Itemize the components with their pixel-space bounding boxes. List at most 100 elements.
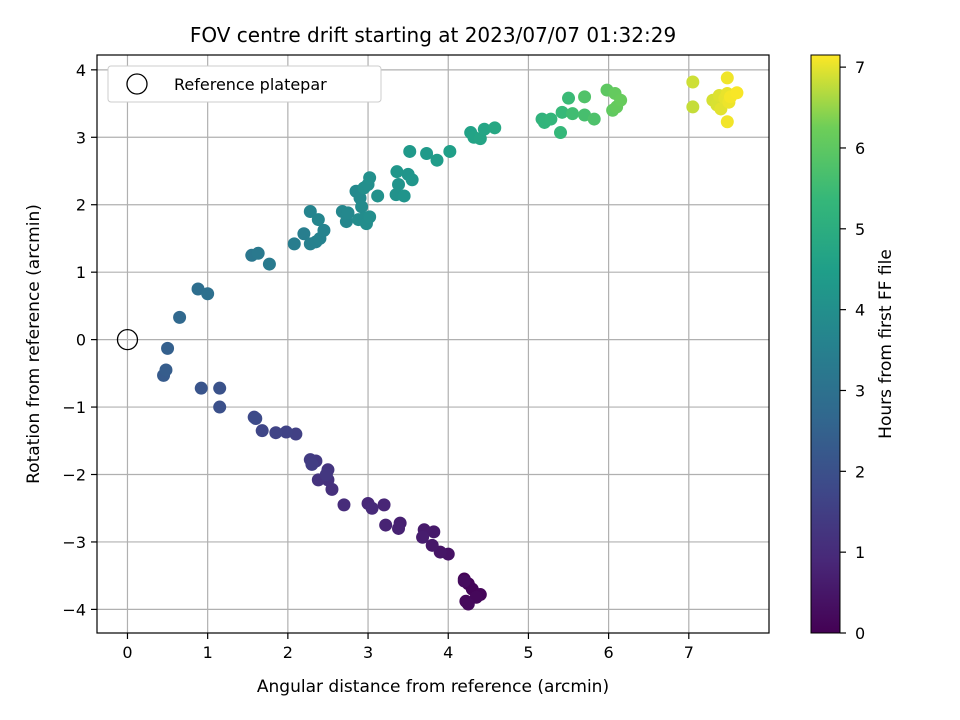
colorbar-tick-label: 5	[855, 220, 865, 239]
data-point	[392, 177, 406, 191]
data-point	[363, 210, 377, 224]
data-point	[287, 237, 301, 251]
data-point	[311, 213, 325, 227]
data-point	[297, 227, 311, 241]
data-point	[173, 310, 187, 324]
data-point	[443, 144, 457, 158]
reference-marker-group	[116, 328, 139, 351]
data-point	[392, 521, 406, 535]
data-point	[461, 597, 475, 611]
data-point	[554, 126, 568, 140]
data-point	[544, 112, 558, 126]
data-point	[371, 189, 385, 203]
data-point	[488, 121, 502, 135]
data-point	[420, 146, 434, 160]
data-point	[161, 341, 175, 355]
x-tick-label: 1	[203, 643, 213, 662]
legend-reference-marker	[126, 73, 148, 95]
data-point	[566, 107, 580, 121]
colorbar-tick-label: 2	[855, 462, 865, 481]
colorbar: 0 1 2 3 4 5 6 7 Hours from first FF file	[810, 54, 896, 643]
colorbar-tick-label: 6	[855, 139, 865, 158]
data-point	[255, 424, 269, 438]
grid-lines	[97, 55, 769, 633]
data-point	[430, 153, 444, 167]
data-point	[562, 91, 576, 105]
colorbar-tick-label: 3	[855, 381, 865, 400]
colorbar-tick-label: 7	[855, 58, 865, 77]
data-point	[390, 165, 404, 179]
data-point	[305, 457, 319, 471]
y-tick-label: 2	[76, 196, 86, 215]
data-point	[251, 246, 265, 260]
data-point	[319, 468, 333, 482]
data-point	[720, 71, 734, 85]
data-point	[555, 105, 569, 119]
data-point	[363, 171, 377, 185]
data-point	[614, 93, 628, 107]
colorbar-tick-label: 0	[855, 624, 865, 643]
chart-title: FOV centre drift starting at 2023/07/07 …	[190, 23, 676, 47]
y-tick-label: −1	[62, 398, 86, 417]
x-tick-label: 2	[283, 643, 293, 662]
y-axis-ticks: 4 3 2 1 0 −1 −2 −3 −4	[62, 61, 97, 619]
x-tick-label: 5	[523, 643, 533, 662]
data-point	[317, 223, 331, 237]
y-tick-label: −2	[62, 466, 86, 485]
data-point	[279, 425, 293, 439]
data-point	[194, 381, 208, 395]
y-axis-label: Rotation from reference (arcmin)	[24, 204, 44, 484]
data-point	[425, 538, 439, 552]
data-point	[303, 204, 317, 218]
data-point	[686, 100, 700, 114]
plot-frame	[96, 54, 770, 634]
data-point	[377, 498, 391, 512]
y-tick-label: 0	[76, 331, 86, 350]
data-point	[213, 381, 227, 395]
x-tick-label: 4	[443, 643, 453, 662]
colorbar-gradient	[810, 54, 841, 634]
colorbar-tick-label: 4	[855, 301, 865, 320]
data-point	[269, 426, 283, 440]
data-point	[686, 75, 700, 89]
data-point	[578, 90, 592, 104]
y-tick-label: 1	[76, 263, 86, 282]
x-tick-label: 6	[604, 643, 614, 662]
data-point	[457, 574, 471, 588]
data-point	[720, 115, 734, 129]
legend-entry-reference: Reference platepar	[174, 75, 327, 94]
x-tick-label: 7	[684, 643, 694, 662]
y-tick-label: 3	[76, 128, 86, 147]
data-point	[365, 501, 379, 515]
reference-marker	[116, 328, 139, 351]
data-point	[405, 173, 419, 187]
data-point	[730, 86, 744, 100]
data-point	[213, 400, 227, 414]
y-tick-label: −4	[62, 600, 86, 619]
x-axis-label: Angular distance from reference (arcmin)	[257, 677, 609, 697]
data-point	[587, 112, 601, 126]
data-point	[416, 530, 430, 544]
data-point	[191, 282, 205, 296]
x-axis-ticks: 0 1 2 3 4 5 6 7	[122, 633, 694, 662]
legend-box	[107, 65, 382, 103]
data-point	[397, 189, 411, 203]
x-tick-label: 0	[122, 643, 132, 662]
data-point	[201, 287, 215, 301]
data-point	[341, 206, 355, 220]
data-point	[249, 412, 263, 426]
data-point	[159, 363, 173, 377]
data-point	[355, 200, 369, 214]
data-point	[379, 518, 393, 532]
y-tick-label: −3	[62, 533, 86, 552]
colorbar-ticks: 0 1 2 3 4 5 6 7	[840, 58, 865, 643]
y-tick-label: 4	[76, 61, 86, 80]
data-point	[337, 498, 351, 512]
data-point	[477, 122, 491, 136]
legend: Reference platepar	[107, 65, 382, 103]
x-tick-label: 3	[363, 643, 373, 662]
colorbar-tick-label: 1	[855, 543, 865, 562]
colorbar-label: Hours from first FF file	[876, 249, 896, 439]
data-point	[262, 257, 276, 271]
